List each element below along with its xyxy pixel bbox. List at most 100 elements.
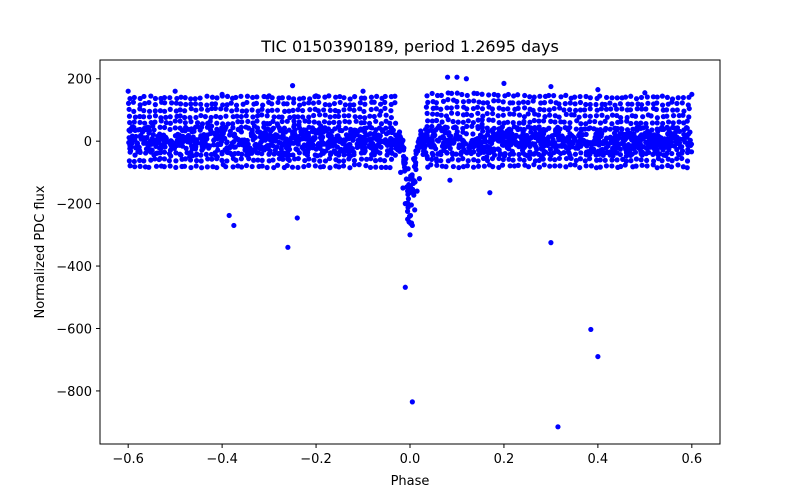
data-point bbox=[476, 99, 482, 105]
data-point bbox=[311, 112, 317, 119]
data-point bbox=[475, 163, 482, 169]
data-point bbox=[437, 135, 444, 141]
data-point bbox=[567, 120, 573, 126]
data-point bbox=[440, 98, 447, 104]
data-point bbox=[279, 141, 285, 147]
data-point bbox=[167, 106, 173, 112]
data-point bbox=[659, 126, 665, 133]
data-point bbox=[464, 163, 471, 169]
data-point bbox=[249, 127, 255, 133]
data-point bbox=[684, 125, 690, 131]
data-point bbox=[204, 102, 210, 108]
data-point bbox=[567, 124, 573, 131]
data-point bbox=[532, 158, 539, 164]
data-point bbox=[609, 121, 615, 127]
data-point bbox=[327, 107, 333, 113]
data-point bbox=[546, 92, 552, 99]
data-point bbox=[450, 118, 456, 125]
data-point bbox=[183, 101, 189, 108]
data-point bbox=[668, 134, 674, 140]
data-point bbox=[176, 132, 182, 138]
data-point bbox=[219, 151, 225, 157]
data-point bbox=[137, 106, 143, 112]
data-point bbox=[261, 136, 268, 142]
data-point bbox=[199, 121, 206, 127]
data-point bbox=[214, 164, 220, 171]
data-point bbox=[173, 150, 179, 156]
data-point bbox=[645, 144, 651, 151]
data-point bbox=[434, 92, 441, 99]
data-point bbox=[416, 176, 422, 182]
data-point bbox=[577, 164, 583, 171]
data-point bbox=[371, 144, 377, 151]
data-point bbox=[531, 117, 537, 124]
data-point bbox=[364, 156, 370, 162]
data-point bbox=[204, 93, 210, 99]
data-point bbox=[429, 137, 435, 143]
data-point bbox=[279, 114, 285, 120]
data-point bbox=[205, 156, 211, 162]
data-point bbox=[289, 164, 296, 170]
data-point bbox=[615, 134, 622, 140]
data-point bbox=[508, 142, 514, 148]
data-point bbox=[146, 99, 152, 106]
data-point bbox=[151, 127, 157, 133]
data-point bbox=[643, 134, 649, 140]
data-point bbox=[307, 107, 313, 113]
data-point bbox=[373, 164, 379, 170]
data-point bbox=[279, 95, 285, 101]
data-point bbox=[673, 136, 679, 143]
data-point bbox=[487, 145, 493, 151]
data-point bbox=[588, 163, 594, 169]
data-point bbox=[173, 100, 179, 106]
data-point bbox=[321, 107, 327, 113]
data-point bbox=[537, 93, 543, 99]
data-point bbox=[306, 162, 312, 168]
data-point bbox=[517, 156, 523, 162]
data-point bbox=[135, 127, 142, 133]
data-point bbox=[367, 124, 373, 130]
data-point bbox=[167, 120, 173, 126]
data-point bbox=[280, 156, 286, 162]
data-point bbox=[275, 162, 281, 168]
data-point bbox=[533, 144, 539, 150]
data-point bbox=[157, 124, 163, 130]
data-point bbox=[209, 156, 215, 162]
data-point bbox=[496, 147, 502, 153]
data-point bbox=[397, 137, 403, 143]
data-point bbox=[654, 165, 660, 171]
data-point bbox=[643, 120, 649, 127]
data-point bbox=[377, 150, 383, 156]
data-point bbox=[172, 88, 178, 94]
data-point bbox=[296, 125, 303, 131]
data-point bbox=[509, 131, 515, 137]
data-point bbox=[326, 102, 333, 108]
data-point bbox=[384, 152, 390, 158]
data-point bbox=[499, 162, 506, 168]
data-point bbox=[618, 119, 624, 125]
data-point bbox=[536, 124, 542, 130]
data-point bbox=[388, 108, 394, 114]
data-point bbox=[547, 156, 553, 162]
data-point bbox=[327, 114, 333, 120]
data-point bbox=[572, 94, 578, 100]
data-point bbox=[405, 196, 412, 202]
data-point bbox=[486, 150, 493, 156]
data-point bbox=[270, 157, 276, 163]
data-point bbox=[266, 93, 272, 99]
data-point bbox=[597, 141, 603, 147]
data-point bbox=[346, 146, 353, 152]
data-point bbox=[444, 149, 450, 156]
data-point bbox=[137, 102, 143, 108]
data-point bbox=[668, 164, 675, 170]
data-point bbox=[367, 144, 373, 150]
data-point bbox=[188, 126, 195, 132]
data-point bbox=[146, 164, 152, 170]
data-point bbox=[243, 108, 250, 114]
data-point bbox=[500, 99, 506, 105]
data-point bbox=[654, 100, 660, 106]
data-point bbox=[294, 139, 300, 146]
data-point bbox=[496, 105, 502, 111]
data-point bbox=[351, 102, 357, 108]
data-point bbox=[192, 146, 199, 152]
